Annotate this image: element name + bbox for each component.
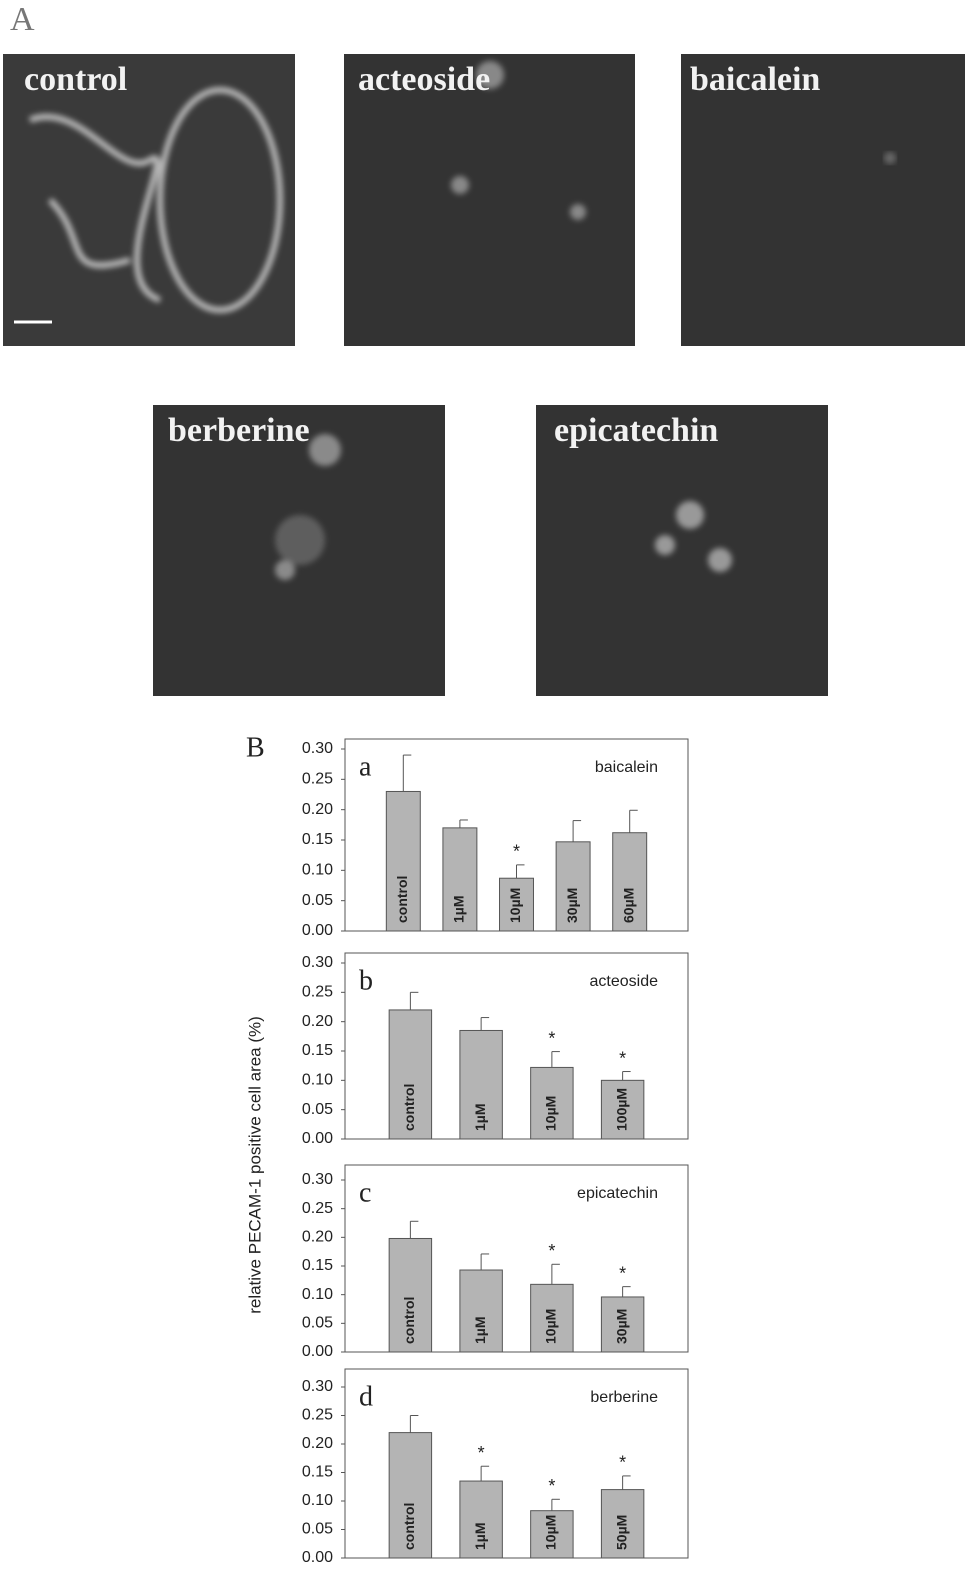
- category-label: 10µM: [543, 1309, 559, 1344]
- category-label: control: [401, 1503, 417, 1550]
- significance-mark: *: [548, 1476, 555, 1496]
- category-label: 60µM: [620, 888, 636, 923]
- category-label: 1µM: [472, 1522, 488, 1550]
- significance-mark: *: [478, 1443, 485, 1463]
- micrograph: berberine: [153, 405, 445, 696]
- category-label: 100µM: [613, 1088, 629, 1131]
- y-tick-label: 0.20: [302, 1013, 333, 1030]
- y-tick-label: 0.00: [302, 1130, 333, 1147]
- y-tick-label: 0.30: [302, 954, 333, 971]
- micrograph: control: [3, 54, 295, 346]
- chart-title: epicatechin: [577, 1185, 658, 1202]
- y-tick-label: 0.20: [302, 1435, 333, 1452]
- category-label: 30µM: [564, 888, 580, 923]
- micrograph: baicalein: [681, 54, 965, 346]
- y-tick-label: 0.15: [302, 1257, 333, 1274]
- y-tick-label: 0.05: [302, 1315, 333, 1332]
- category-label: 1µM: [451, 895, 467, 923]
- y-tick-label: 0.00: [302, 922, 333, 939]
- y-tick-label: 0.30: [302, 1378, 333, 1395]
- image-label: berberine: [168, 412, 310, 449]
- bar-chart: 0.00 0.05 0.10 0.15 0.20 0.25 0.30 a baicalein co…: [302, 739, 688, 939]
- y-tick-label: 0.30: [302, 1171, 333, 1188]
- y-tick-label: 0.20: [302, 801, 333, 818]
- y-tick-label: 0.15: [302, 1464, 333, 1481]
- figure: A control acteoside baicalein berberine …: [0, 0, 975, 1584]
- micrograph: epicatechin: [536, 405, 828, 696]
- category-label: 50µM: [613, 1515, 629, 1550]
- y-tick-label: 0.05: [302, 1101, 333, 1118]
- category-label: 10µM: [507, 888, 523, 923]
- y-tick-label: 0.00: [302, 1549, 333, 1566]
- category-label: 1µM: [472, 1316, 488, 1344]
- significance-mark: *: [548, 1028, 555, 1048]
- bar-chart: 0.00 0.05 0.10 0.15 0.20 0.25 0.30 d berberine co…: [302, 1369, 688, 1566]
- panel-letter: c: [359, 1177, 371, 1208]
- page: A control acteoside baicalein berberine …: [0, 0, 975, 1584]
- category-label: control: [401, 1084, 417, 1131]
- category-label: 10µM: [543, 1096, 559, 1131]
- category-label: control: [394, 876, 410, 923]
- y-tick-label: 0.10: [302, 1286, 333, 1303]
- category-label: 10µM: [543, 1515, 559, 1550]
- y-tick-label: 0.25: [302, 1407, 333, 1424]
- image-label: baicalein: [690, 61, 820, 98]
- bar-chart: 0.00 0.05 0.10 0.15 0.20 0.25 0.30 b acteoside co…: [302, 953, 688, 1147]
- significance-mark: *: [619, 1453, 626, 1473]
- panel-letter: b: [359, 965, 373, 996]
- image-label: control: [24, 61, 127, 98]
- category-label: 30µM: [613, 1309, 629, 1344]
- y-tick-label: 0.05: [302, 1521, 333, 1538]
- significance-mark: *: [619, 1048, 626, 1068]
- micrograph: acteoside: [344, 54, 635, 346]
- chart-title: acteoside: [590, 973, 659, 990]
- y-tick-label: 0.25: [302, 984, 333, 1001]
- chart-title: berberine: [590, 1389, 658, 1406]
- image-label: acteoside: [358, 61, 490, 98]
- image-label: epicatechin: [554, 412, 718, 449]
- y-tick-label: 0.10: [302, 862, 333, 879]
- y-tick-label: 0.25: [302, 1200, 333, 1217]
- y-tick-label: 0.15: [302, 831, 333, 848]
- y-tick-label: 0.05: [302, 892, 333, 909]
- y-tick-label: 0.20: [302, 1229, 333, 1246]
- panel-letter: a: [359, 751, 372, 782]
- y-tick-label: 0.00: [302, 1343, 333, 1360]
- chart-title: baicalein: [595, 759, 658, 776]
- y-tick-label: 0.10: [302, 1072, 333, 1089]
- y-tick-label: 0.10: [302, 1492, 333, 1509]
- y-tick-label: 0.30: [302, 740, 333, 757]
- significance-mark: *: [548, 1241, 555, 1261]
- category-label: 1µM: [472, 1103, 488, 1131]
- bar-chart: 0.00 0.05 0.10 0.15 0.20 0.25 0.30 c epicatechin…: [302, 1165, 688, 1360]
- texture: [884, 152, 896, 164]
- panel-letter: A: [10, 1, 35, 38]
- y-tick-label: 0.15: [302, 1042, 333, 1059]
- y-tick-label: 0.25: [302, 771, 333, 788]
- significance-mark: *: [619, 1263, 626, 1283]
- category-label: control: [401, 1297, 417, 1344]
- panel-letter: B: [246, 732, 265, 763]
- significance-mark: *: [513, 842, 520, 862]
- y-axis-label: relative PECAM-1 positive cell area (%): [245, 1016, 264, 1314]
- panel-letter: d: [359, 1381, 373, 1412]
